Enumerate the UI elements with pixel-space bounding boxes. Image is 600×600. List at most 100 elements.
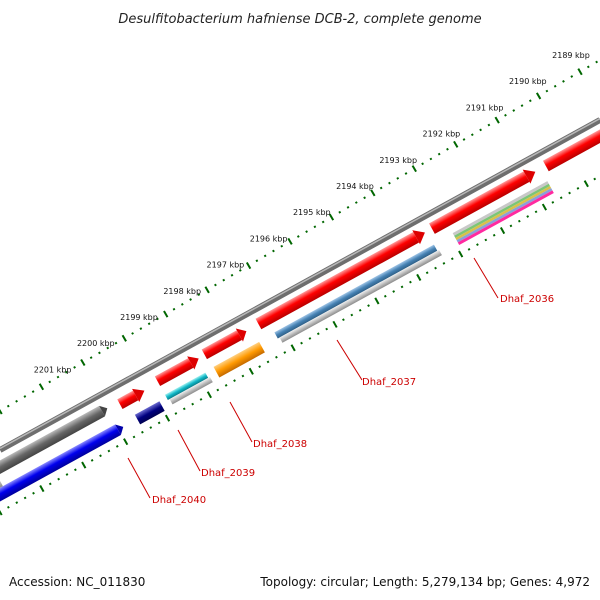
gene-dhaf-2040[interactable] (116, 384, 148, 411)
scale-minor-tick (64, 370, 68, 374)
genome-backbone-highlight (0, 117, 600, 450)
feature-grey-left (0, 405, 108, 488)
inner-major-tick (164, 414, 171, 422)
scale-minor-tick (354, 201, 358, 204)
inner-minor-tick (149, 426, 153, 429)
inner-minor-tick (400, 285, 404, 289)
scale-tick-label: 2190 kbp (509, 77, 547, 86)
scale-minor-tick (238, 269, 242, 272)
scale-minor-tick (429, 157, 433, 161)
inner-minor-tick (283, 351, 287, 354)
scale-minor-tick (305, 230, 308, 234)
scale-tick-label: 2191 kbp (466, 103, 504, 112)
inner-tick-arc (0, 177, 597, 516)
inner-major-tick (416, 273, 422, 282)
scale-minor-tick (421, 162, 424, 166)
scale-tick-label: 2195 kbp (293, 208, 331, 217)
inner-minor-tick (107, 449, 111, 453)
inner-minor-tick (551, 201, 555, 204)
gene-label-group-2036: Dhaf_2036 (473, 257, 554, 305)
inner-minor-tick (32, 491, 35, 495)
scale-minor-tick (520, 104, 524, 107)
scale-minor-tick (172, 307, 176, 311)
scale-major-tick (328, 213, 335, 221)
inner-minor-tick (484, 238, 488, 242)
inner-minor-tick (559, 196, 563, 200)
gene-label-dhaf-2038[interactable]: Dhaf_2038 (253, 439, 307, 450)
inner-minor-tick (534, 210, 538, 214)
inner-minor-tick (74, 468, 77, 472)
gene-label-dhaf-2040[interactable]: Dhaf_2040 (152, 495, 206, 506)
inner-minor-tick (300, 341, 303, 345)
scale-major-tick (411, 165, 417, 173)
inner-major-tick (248, 367, 254, 375)
scale-minor-tick (180, 302, 184, 306)
inner-minor-tick (15, 501, 19, 504)
scale-minor-tick (512, 109, 516, 112)
scale-major-tick (163, 310, 169, 318)
leader-line-2037 (336, 339, 363, 381)
gene-dhaf-2038[interactable] (201, 325, 250, 361)
inner-minor-tick (266, 360, 270, 364)
scale-tick-label: 2198 kbp (163, 287, 201, 296)
leader-line-2038 (229, 401, 253, 443)
scale-minor-tick (346, 206, 350, 209)
inner-minor-tick (157, 421, 161, 425)
scale-tick-label: 2193 kbp (379, 156, 417, 165)
inner-major-tick (81, 461, 87, 469)
inner-minor-tick (191, 402, 195, 406)
scale-minor-tick (23, 395, 27, 398)
inner-minor-tick (65, 473, 69, 476)
scale-minor-tick (280, 244, 284, 248)
inner-major-tick (374, 297, 380, 305)
gene-dhaf-2037[interactable] (255, 225, 429, 331)
scale-major-tick (287, 237, 293, 245)
domain-dhaf-2037 (274, 244, 442, 343)
inner-minor-tick (450, 257, 454, 261)
inner-major-tick (332, 320, 338, 328)
inner-minor-tick (392, 290, 396, 293)
scale-minor-tick (230, 273, 234, 277)
scale-major-tick (121, 334, 127, 342)
inner-minor-tick (476, 243, 479, 246)
inner-minor-tick (467, 247, 471, 251)
scale-minor-tick (189, 298, 192, 301)
inner-minor-tick (132, 435, 136, 439)
scale-major-tick (370, 189, 376, 197)
scale-minor-tick (114, 341, 118, 345)
inner-minor-tick (425, 271, 429, 275)
scale-labels: 2189 kbp 2190 kbp 2191 kbp 2192 kbp 2193 kbp… (34, 51, 590, 374)
genome-backbone (0, 117, 600, 453)
inner-major-tick (0, 509, 3, 516)
inner-major-tick (458, 250, 464, 258)
inner-minor-tick (199, 398, 203, 401)
scale-tick-label: 2201 kbp (34, 365, 72, 374)
scale-minor-tick (48, 380, 52, 384)
scale-minor-tick (321, 220, 325, 224)
scale-arc (0, 60, 598, 415)
scale-tick-label: 2192 kbp (423, 130, 461, 139)
scale-minor-tick (313, 225, 317, 229)
gene-dhaf-2036[interactable] (428, 165, 539, 236)
inner-major-tick (206, 391, 212, 399)
scale-minor-tick (106, 346, 110, 350)
inner-minor-tick (350, 313, 354, 317)
inner-minor-tick (90, 459, 94, 462)
gene-label-dhaf-2037[interactable]: Dhaf_2037 (362, 377, 416, 388)
inner-major-tick (123, 438, 129, 446)
scale-tick-label: 2194 kbp (336, 182, 374, 191)
gene-label-dhaf-2036[interactable]: Dhaf_2036 (500, 294, 554, 305)
scale-tick-label: 2197 kbp (207, 261, 245, 270)
domain-dhaf-2038 (213, 341, 265, 378)
scale-minor-tick (363, 196, 366, 200)
gene-dhaf-2039[interactable] (154, 352, 202, 388)
scale-minor-tick (545, 89, 549, 93)
scale-minor-tick (553, 84, 557, 88)
scale-minor-tick (214, 283, 217, 287)
scale-minor-tick (396, 176, 400, 180)
scale-minor-tick (89, 356, 93, 360)
scale-major-tick (494, 116, 500, 124)
scale-minor-tick (586, 65, 590, 69)
gene-label-dhaf-2039[interactable]: Dhaf_2039 (201, 468, 255, 479)
